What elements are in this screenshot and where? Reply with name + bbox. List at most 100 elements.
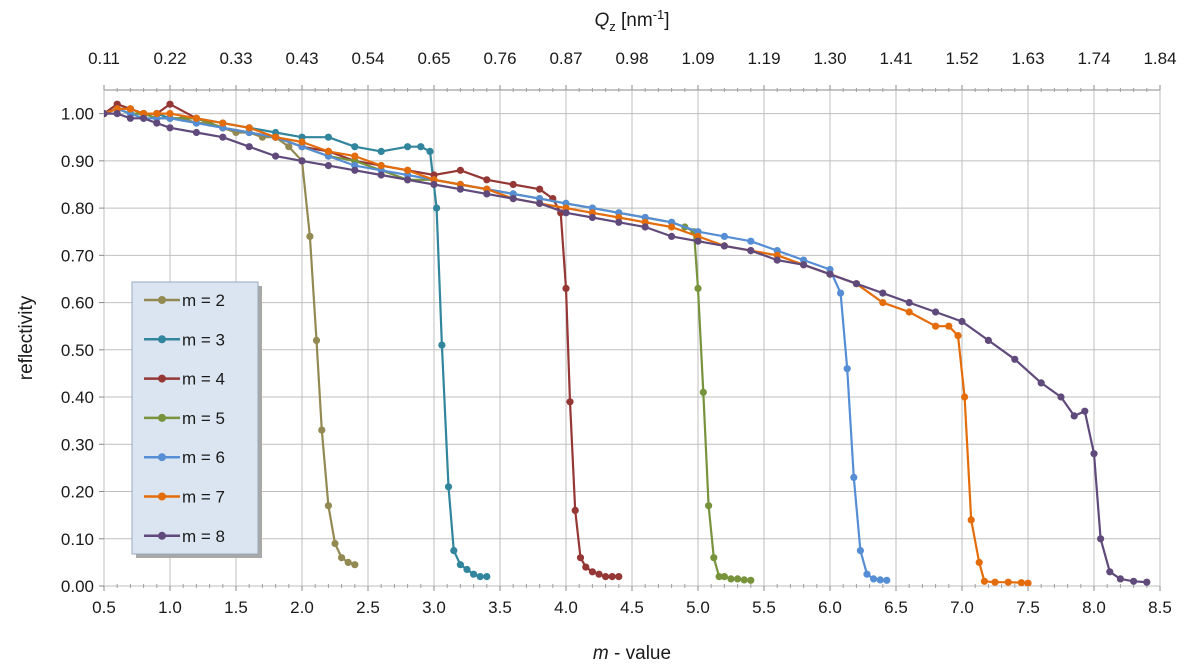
legend-label: m = 7 [182,488,225,507]
data-point [932,308,940,316]
data-point [562,284,570,292]
x-tick-label: 2.0 [290,598,314,617]
legend: m = 2 m = 3 m = 4 m = 5 m = 6 m = 7 m = 8 [131,281,262,558]
data-point [905,308,913,316]
data-point [324,133,332,141]
top-axis-title-close: ] [664,10,669,31]
data-point [351,143,359,151]
x-axis-title: m - value [593,643,671,664]
data-point [740,576,748,584]
data-point [344,558,352,567]
data-point [747,237,755,245]
data-point [536,185,544,193]
data-point [470,570,478,578]
data-point [272,133,280,141]
data-point [430,180,438,189]
data-point [433,204,441,212]
data-point [192,114,200,122]
data-point [852,280,861,288]
y-tick-label: 0.80 [61,199,94,218]
series-lines [104,100,1151,586]
y-axis-ticks: 0.00 0.10 0.20 0.30 0.40 0.50 0.60 0.70 0.80 0.90… [61,105,104,596]
data-point [1004,578,1012,586]
data-point [615,573,623,581]
data-point [905,299,913,307]
data-point [298,157,306,165]
x-tick-label: 7.0 [950,598,974,617]
legend-label: m = 6 [182,448,225,467]
data-point [285,143,293,151]
data-point [588,568,597,576]
legend-label: m = 4 [182,370,225,389]
x-tick-label: 4.5 [620,598,644,617]
data-point [351,561,359,569]
data-point [153,119,161,127]
data-point [863,570,871,578]
data-point [747,247,755,255]
data-point [975,558,983,567]
data-point [1130,577,1138,585]
data-point [747,576,755,584]
x-tick-label: 5.5 [752,598,776,617]
data-point [444,483,453,491]
top-axis-title-unit: [nm [616,10,653,31]
data-point [306,232,314,240]
data-point [699,388,707,396]
data-point [456,185,464,193]
y-axis-title: reflectivity [16,295,37,380]
data-point [324,502,332,510]
top-tick-label: 0.98 [615,49,648,68]
x-axis-ticks: 0.5 1.0 1.5 2.0 2.5 3.0 3.5 4.0 4.5 5.0 5.5 6.0 6.5 7… [92,584,1172,617]
data-point [566,398,574,406]
data-point [1037,379,1045,387]
legend-swatch-marker [158,492,166,501]
top-axis-title-q: Q [594,10,609,31]
data-point [1024,579,1032,586]
data-point [324,147,332,155]
data-point [1116,575,1124,583]
data-point [377,162,385,170]
data-point [166,100,174,108]
y-tick-label: 0.20 [61,483,94,502]
data-point [450,547,458,555]
data-point [720,242,729,250]
data-point [404,166,412,174]
y-tick-label: 0.60 [61,294,94,313]
top-tick-label: 1.30 [813,49,846,68]
legend-item: m = 8 [144,527,225,546]
data-point [456,561,464,569]
data-point [438,341,446,349]
data-point [879,289,887,297]
data-point [463,565,471,574]
data-point [843,365,851,373]
data-point [715,573,723,581]
x-tick-label: 5.0 [686,598,710,617]
data-point [562,209,570,217]
data-point [961,393,969,401]
data-point [734,575,742,583]
x-tick-label: 3.5 [488,598,512,617]
data-point [1106,568,1114,576]
data-point [837,289,845,297]
top-axis-title-sub: z [609,19,616,34]
legend-label: m = 2 [182,291,225,310]
data-point [126,105,134,113]
y-tick-label: 0.70 [61,246,94,265]
data-point [1081,407,1089,415]
legend-item: m = 6 [144,448,225,467]
data-point [694,237,702,245]
x-tick-label: 7.5 [1016,598,1040,617]
data-point [571,506,579,514]
data-point [615,218,623,226]
legend-item: m = 3 [144,330,225,349]
data-point [476,573,484,581]
data-point [945,322,953,330]
legend-item: m = 7 [144,488,225,507]
data-point [826,270,834,278]
y-tick-label: 0.30 [61,435,94,454]
data-point [879,299,887,307]
data-point [312,336,321,344]
top-tick-label: 0.43 [285,49,318,68]
data-point [1070,412,1078,420]
